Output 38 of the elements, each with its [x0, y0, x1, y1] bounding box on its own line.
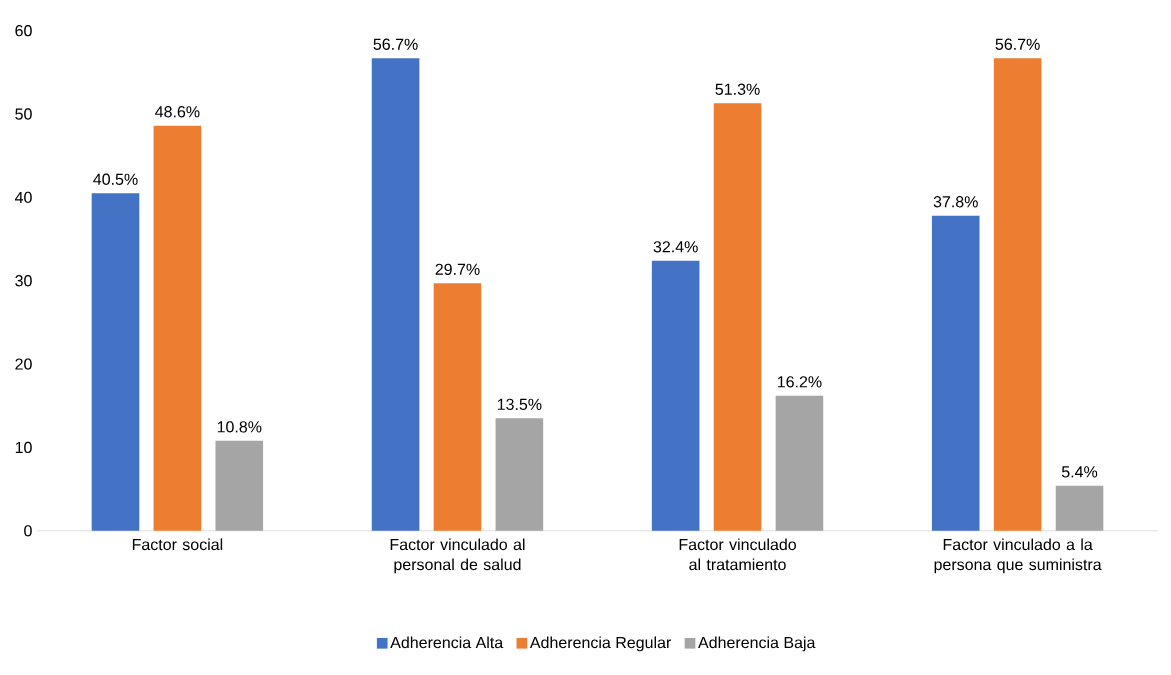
data-label: 37.8% — [933, 196, 978, 208]
y-tick-label: 40 — [14, 191, 32, 204]
bar — [713, 103, 762, 531]
legend-label: Adherencia Alta — [390, 636, 504, 649]
data-label: 51.3% — [715, 83, 760, 95]
x-tick-label: Factor vinculado al tratamiento — [679, 538, 796, 571]
legend-label: Adherencia Regular — [529, 636, 672, 652]
bar — [153, 125, 202, 531]
bar — [1055, 485, 1104, 531]
data-label: 16.2% — [777, 376, 822, 388]
data-label: 48.6% — [155, 106, 200, 118]
bar — [495, 418, 544, 531]
bar — [91, 193, 140, 531]
bar — [651, 260, 700, 531]
y-tick-label: 10 — [15, 441, 32, 454]
data-label: 56.7% — [373, 38, 418, 50]
bar — [931, 215, 980, 531]
y-tick-label: 20 — [15, 358, 32, 370]
data-label: 10.8% — [217, 421, 262, 433]
y-tick-label: 0 — [24, 525, 32, 537]
y-tick-label: 60 — [15, 25, 32, 37]
bar — [215, 440, 264, 531]
x-tick-label: Factor vinculado al personal de salud — [390, 538, 525, 574]
data-label: 56.7% — [995, 38, 1040, 50]
bar — [993, 58, 1042, 531]
data-label: 29.7% — [435, 263, 480, 276]
data-label: 32.4% — [653, 241, 698, 253]
data-label: 5.4% — [1061, 466, 1098, 478]
x-tick-label: Factor social — [132, 538, 223, 551]
data-label: 40.5% — [93, 173, 138, 186]
data-label: 13.5% — [497, 398, 542, 411]
bar — [433, 283, 482, 531]
y-tick-label: 50 — [15, 108, 32, 120]
bar — [371, 58, 420, 531]
bar — [775, 395, 824, 531]
x-tick-label: Factor vinculado a la persona que suministra — [934, 538, 1102, 574]
legend-label: Adherencia Baja — [698, 636, 816, 652]
y-tick-label: 30 — [15, 275, 32, 287]
